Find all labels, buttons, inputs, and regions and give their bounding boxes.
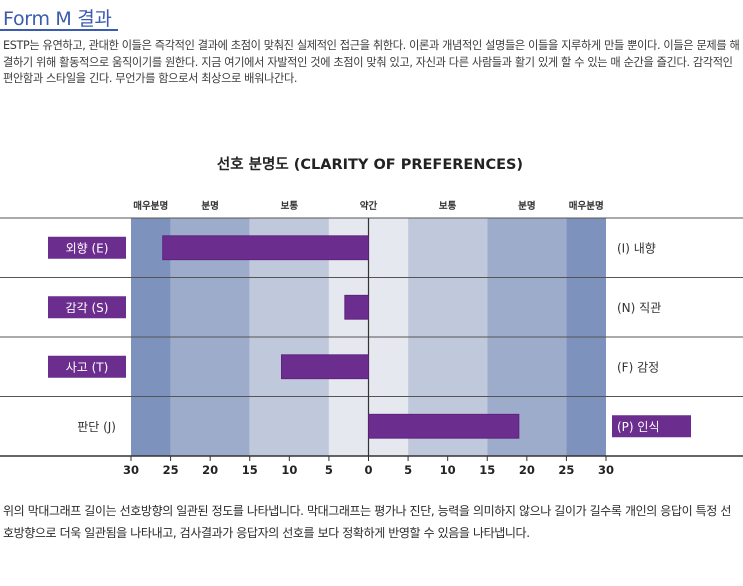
right-label: (F) 감정	[617, 360, 659, 374]
right-label: (I) 내향	[617, 241, 656, 255]
right-preference-labels: (I) 내향 (N) 직관 (F) 감정 (P) 인식	[612, 241, 691, 438]
x-tick-label: 10	[281, 463, 297, 477]
left-label-box	[48, 296, 126, 319]
heading-underline	[0, 29, 118, 31]
x-axis: 30 25 20 15 10 5 0 5 10 15 20 25 30	[123, 456, 614, 477]
right-label: (N) 직관	[617, 301, 661, 315]
left-preference-labels: 외향 (E) 감각 (S) 사고 (T) 판단 (J)	[48, 236, 126, 434]
x-tick-label: 25	[558, 463, 574, 477]
type-description: ESTP는 유연하고, 관대한 이들은 즉각적인 결과에 초점이 맞춰진 실제적…	[3, 39, 740, 85]
chart-title: 선호 분명도 (CLARITY OF PREFERENCES)	[217, 155, 523, 173]
left-label: 사고 (T)	[66, 360, 109, 374]
clarity-chart: 선호 분명도 (CLARITY OF PREFERENCES) 매우분명 분명 보통…	[0, 155, 743, 477]
x-tick-label: 0	[364, 463, 372, 477]
left-label: 판단 (J)	[77, 420, 116, 434]
preference-bar	[368, 413, 520, 439]
band-label: 보통	[281, 201, 299, 212]
x-tick-label: 10	[440, 463, 456, 477]
chart-footnote: 위의 막대그래프 길이는 선호방향의 일관된 정도를 나타냅니다. 막대그래프는…	[3, 504, 731, 540]
band-label: 매우분명	[133, 200, 168, 212]
band-label: 매우분명	[569, 200, 604, 212]
x-tick-label: 20	[202, 463, 218, 477]
preference-bar	[344, 294, 369, 320]
x-tick-label: 30	[598, 463, 614, 477]
left-label-box	[48, 236, 126, 259]
band-label: 분명	[518, 200, 535, 212]
x-tick-label: 15	[242, 463, 258, 477]
preference-bar	[162, 235, 369, 261]
band-labels: 매우분명 분명 보통 약간 보통 분명 매우분명	[133, 200, 603, 212]
band-label: 분명	[201, 200, 218, 212]
x-tick-label: 20	[519, 463, 535, 477]
band-label: 보통	[439, 201, 457, 212]
page-heading: Form M 결과	[3, 8, 112, 30]
x-tick-label: 5	[325, 463, 333, 477]
left-label: 외향 (E)	[66, 241, 109, 255]
band-label: 약간	[360, 200, 378, 212]
right-label: (P) 인식	[617, 420, 660, 434]
left-label: 감각 (S)	[66, 301, 109, 315]
x-tick-label: 15	[479, 463, 495, 477]
left-label-box	[48, 355, 126, 378]
x-tick-label: 25	[163, 463, 179, 477]
x-tick-label: 5	[404, 463, 412, 477]
right-label-box	[612, 415, 691, 438]
preference-bar	[281, 354, 369, 380]
x-tick-label: 30	[123, 463, 139, 477]
preference-bars	[162, 235, 520, 439]
row-dividers	[0, 217, 743, 457]
